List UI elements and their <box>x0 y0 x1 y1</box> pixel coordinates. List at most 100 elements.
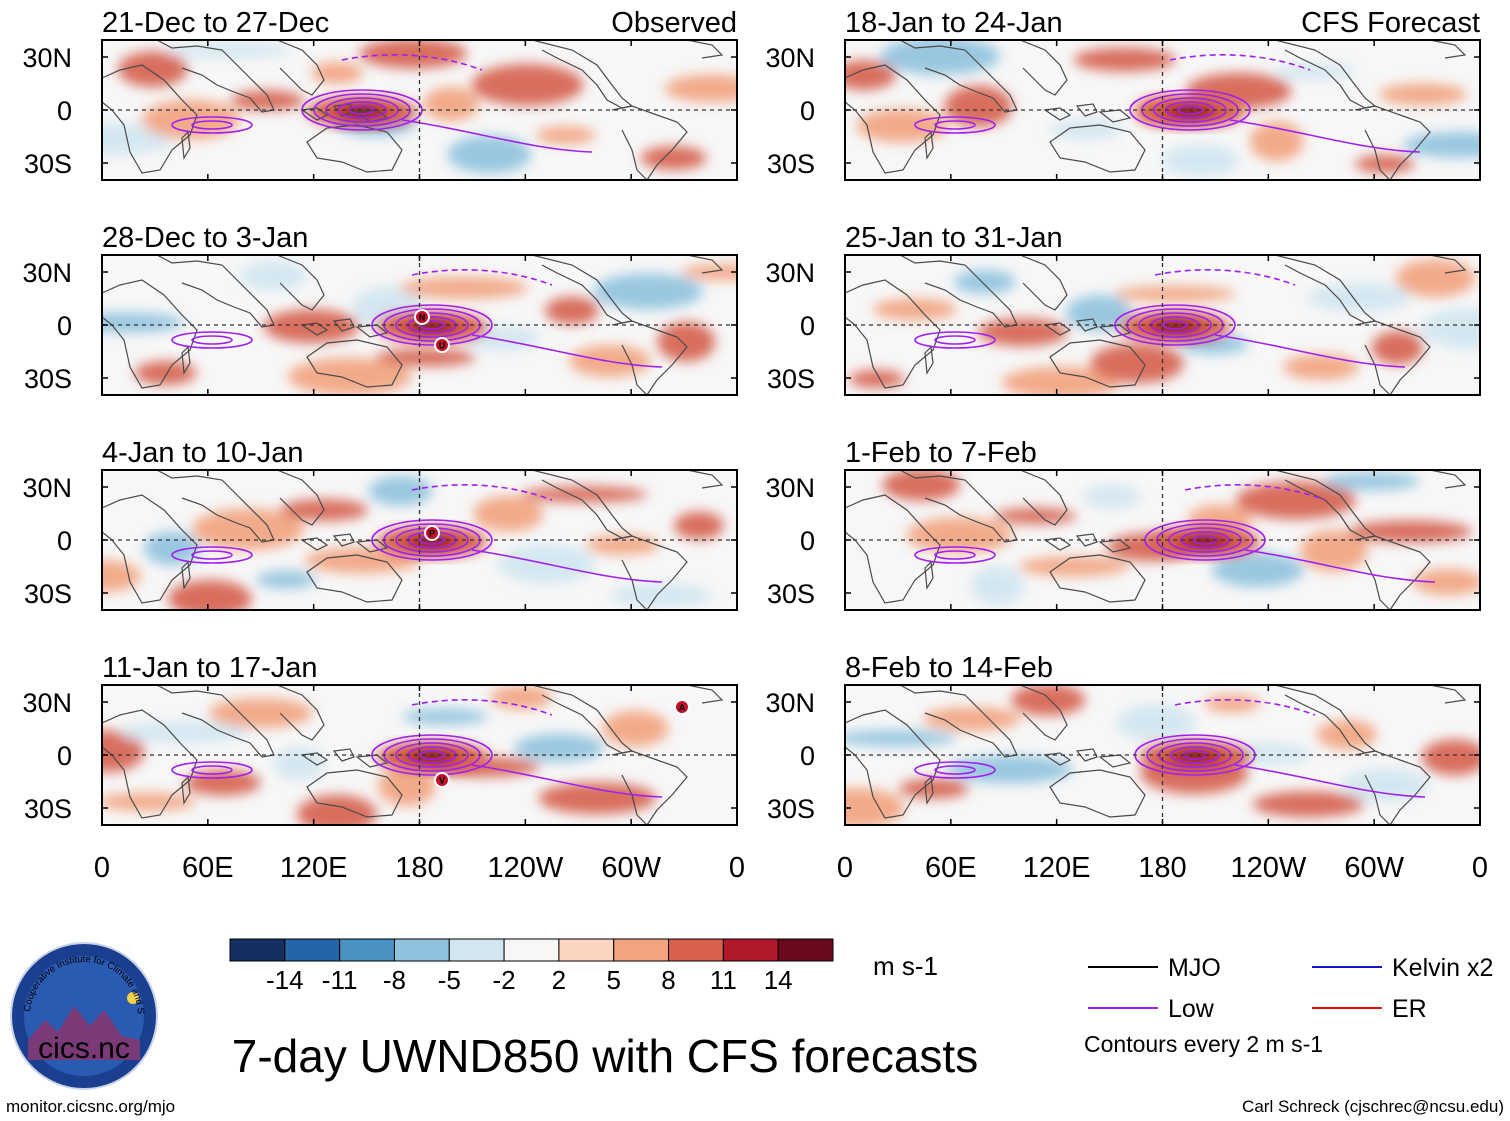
colorbar-tick-label: -2 <box>493 965 516 995</box>
lat-tick-label: 30N <box>765 258 815 288</box>
panel-period-label: 8-Feb to 14-Feb <box>845 652 1053 684</box>
svg-text:Low: Low <box>1168 995 1215 1023</box>
lat-tick-label: 30N <box>765 43 815 73</box>
colorbar-tick-label: 2 <box>552 965 566 995</box>
lat-tick-label: 30N <box>765 688 815 718</box>
legend: MJO Kelvin x2 Low ER Contours every 2 m s-1 <box>1084 954 1493 1057</box>
svg-text:Kelvin x2: Kelvin x2 <box>1392 954 1493 982</box>
colorbar-tick-label: 11 <box>710 965 737 995</box>
colorbar-tick-label: -5 <box>438 965 461 995</box>
panel-period-label: 21-Dec to 27-Dec <box>102 7 329 39</box>
forecast-panel-1: 30N 0 30S 18-Jan to 24-Jan CFS Forecast <box>765 7 1481 181</box>
lat-tick-label: 30S <box>24 364 72 394</box>
legend-item: MJO <box>1088 954 1221 982</box>
svg-text:ER: ER <box>1392 995 1427 1023</box>
lon-tick-label: 120E <box>280 852 348 884</box>
colorbar: -14 -11 -8 -5 -2 2 5 8 11 14 <box>229 938 834 995</box>
lat-tick-label: 30S <box>24 794 72 824</box>
svg-text:A: A <box>679 703 686 713</box>
colorbar-swatch <box>722 938 779 962</box>
longitude-axis-labels: 0 60E 120E 180 120W 60W 0 0 60E 120E 180 120W 60W 0 <box>94 852 1488 884</box>
lat-tick-label: 30S <box>24 149 72 179</box>
logo-wordmark: cics.nc <box>38 1032 130 1065</box>
lat-tick-label: 0 <box>800 96 815 126</box>
lat-tick-label: 0 <box>800 311 815 341</box>
observed-panel-3: 30N 0 30S 4-Jan to 10-Jan P <box>22 437 738 611</box>
lat-tick-label: 30N <box>22 473 72 503</box>
forecast-panel-3: 30N 0 30S 1-Feb to 7-Feb <box>765 437 1481 611</box>
panel-period-label: 1-Feb to 7-Feb <box>845 437 1037 469</box>
lat-tick-label: 30S <box>767 364 815 394</box>
colorbar-swatch <box>284 938 341 962</box>
colorbar-swatch <box>503 938 560 962</box>
legend-contour-note: Contours every 2 m s-1 <box>1084 1031 1323 1057</box>
panel-period-label: 4-Jan to 10-Jan <box>102 437 304 469</box>
lat-tick-label: 30S <box>767 579 815 609</box>
colorbar-tick-label: 14 <box>764 965 793 995</box>
observed-panel-4: 30N 0 30S 11-Jan to 17-Jan A V <box>22 652 738 826</box>
figure-title: 7-day UWND850 with CFS forecasts <box>232 1030 978 1082</box>
lat-tick-label: 30N <box>22 258 72 288</box>
map-panels: 30N 0 30S 21-Dec to 27-Dec Observed 30N 0 30S 28… <box>22 7 1481 826</box>
lat-tick-label: 30S <box>767 794 815 824</box>
panel-period-label: 28-Dec to 3-Jan <box>102 222 308 254</box>
svg-text:V: V <box>439 776 445 786</box>
colorbar-tick-label: 8 <box>661 965 675 995</box>
footer-author: Carl Schreck (cjschrec@ncsu.edu) <box>1242 1097 1504 1116</box>
storm-marker: A <box>674 699 690 715</box>
lon-tick-label: 60E <box>925 852 977 884</box>
lon-tick-label: 180 <box>1138 852 1186 884</box>
colorbar-swatch <box>777 938 834 962</box>
colorbar-tick-label: -14 <box>266 965 304 995</box>
lat-tick-label: 30S <box>24 579 72 609</box>
lon-tick-label: 60W <box>1344 852 1404 884</box>
footer-source-url: monitor.cicsnc.org/mjo <box>6 1097 175 1116</box>
observed-panel-2: 30N 0 30S 28-Dec to 3-Jan N U <box>22 222 738 396</box>
colorbar-units: m s-1 <box>873 951 938 981</box>
legend-item: Low <box>1088 995 1215 1023</box>
colorbar-swatch <box>229 938 286 962</box>
lat-tick-label: 30N <box>765 473 815 503</box>
legend-item: Kelvin x2 <box>1312 954 1493 982</box>
lon-tick-label: 0 <box>729 852 745 884</box>
storm-marker: N <box>414 309 430 325</box>
colorbar-tick-label: -11 <box>322 965 358 995</box>
storm-marker: V <box>434 772 450 788</box>
colorbar-swatch <box>613 938 670 962</box>
panel-period-label: 25-Jan to 31-Jan <box>845 222 1063 254</box>
panel-period-label: 18-Jan to 24-Jan <box>845 7 1063 39</box>
lat-tick-label: 0 <box>57 96 72 126</box>
colorbar-swatch <box>558 938 615 962</box>
lat-tick-label: 0 <box>57 526 72 556</box>
lon-tick-label: 120E <box>1023 852 1091 884</box>
svg-text:N: N <box>419 313 426 323</box>
colorbar-tick-label: 5 <box>606 965 620 995</box>
lat-tick-label: 0 <box>57 741 72 771</box>
colorbar-tick-label: -8 <box>383 965 406 995</box>
lat-tick-label: 30N <box>22 688 72 718</box>
storm-marker: P <box>424 525 440 541</box>
lon-tick-label: 0 <box>1472 852 1488 884</box>
lat-tick-label: 30N <box>22 43 72 73</box>
panel-period-label: 11-Jan to 17-Jan <box>102 652 318 684</box>
lat-tick-label: 0 <box>57 311 72 341</box>
storm-marker: U <box>434 337 450 353</box>
colorbar-swatch <box>393 938 450 962</box>
legend-item: ER <box>1312 995 1427 1023</box>
lon-tick-label: 120W <box>487 852 563 884</box>
lon-tick-label: 0 <box>837 852 853 884</box>
lat-tick-label: 0 <box>800 741 815 771</box>
lon-tick-label: 60W <box>601 852 661 884</box>
svg-text:P: P <box>429 529 435 539</box>
observed-header-label: Observed <box>611 7 737 39</box>
lon-tick-label: 180 <box>395 852 443 884</box>
lat-tick-label: 0 <box>800 526 815 556</box>
forecast-panel-4: 30N 0 30S 8-Feb to 14-Feb <box>765 652 1481 826</box>
svg-text:MJO: MJO <box>1168 954 1221 982</box>
svg-text:U: U <box>439 341 446 351</box>
colorbar-swatch <box>668 938 724 962</box>
observed-panel-1: 30N 0 30S 21-Dec to 27-Dec Observed <box>22 7 738 181</box>
lon-tick-label: 60E <box>182 852 234 884</box>
lat-tick-label: 30S <box>767 149 815 179</box>
